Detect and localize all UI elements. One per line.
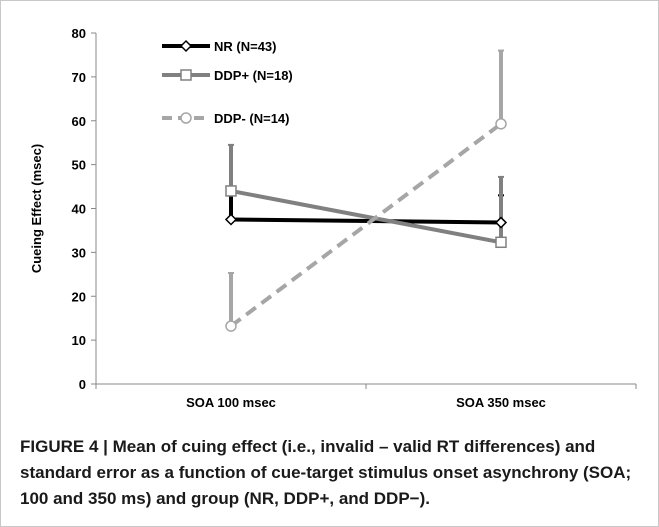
legend-marker: [180, 112, 192, 124]
y-tick-label: 30: [72, 245, 86, 260]
y-tick-label: 80: [72, 26, 86, 41]
x-tick-label: SOA 100 msec: [186, 395, 276, 410]
legend-marker: [180, 69, 192, 81]
legend-label: NR (N=43): [214, 39, 277, 54]
y-axis-title: Cueing Effect (msec): [29, 144, 44, 273]
figure-caption: FIGURE 4 | Mean of cuing effect (i.e., i…: [20, 437, 632, 508]
y-tick-label: 40: [72, 202, 86, 217]
y-tick-label: 0: [79, 377, 86, 392]
legend-label: DDP- (N=14): [214, 111, 290, 126]
y-tick-label: 70: [72, 70, 86, 85]
legend-marker: [179, 39, 193, 53]
data-point: [495, 118, 507, 130]
series-line: [229, 122, 503, 328]
legend-label: DDP+ (N=18): [214, 68, 293, 83]
data-point: [495, 236, 507, 249]
x-tick-label: SOA 350 msec: [456, 395, 546, 410]
y-tick-label: 50: [72, 158, 86, 173]
y-tick-label: 20: [72, 289, 86, 304]
data-point: [224, 213, 238, 226]
data-point: [225, 185, 237, 197]
line-chart: 0 10 20 30 40 50 60 70 80 SOA 100 msec SOA 350 mse…: [29, 26, 637, 410]
data-point: [225, 320, 237, 332]
data-point: [494, 216, 508, 229]
y-tick-label: 60: [72, 114, 86, 129]
series-line: [230, 217, 502, 225]
y-tick-label: 10: [72, 333, 86, 348]
series-line: [230, 188, 502, 245]
